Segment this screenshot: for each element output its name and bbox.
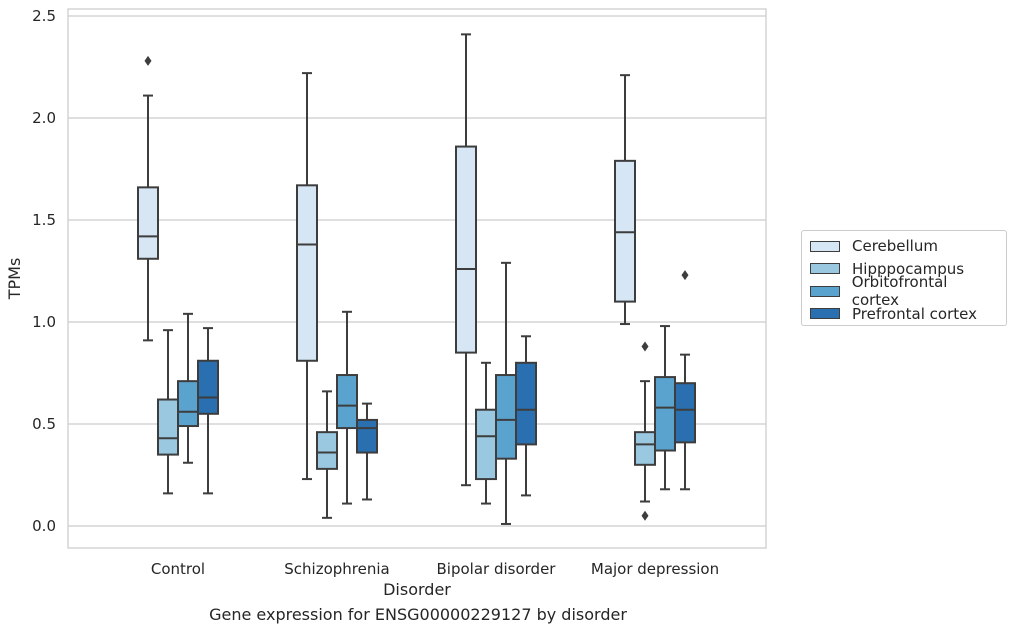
box-layer	[137, 33, 696, 525]
box-iqr	[296, 184, 318, 362]
outlier-point	[641, 510, 649, 521]
box-iqr	[197, 359, 219, 415]
legend-label: Cerebellum	[852, 237, 938, 256]
box-iqr	[475, 408, 497, 481]
legend-swatch	[810, 263, 840, 275]
box-cerebellum	[614, 74, 636, 326]
y-tick-label: 1.5	[32, 211, 56, 229]
box-iqr	[674, 382, 696, 444]
box-iqr	[495, 374, 517, 460]
y-tick-label: 1.0	[32, 313, 56, 331]
box-iqr	[614, 159, 636, 303]
outlier-point	[641, 341, 649, 352]
box-iqr	[316, 431, 338, 470]
x-tick-label: Major depression	[591, 560, 719, 578]
box-cerebellum	[137, 55, 159, 342]
box-iqr	[336, 374, 358, 430]
legend-swatch	[810, 308, 840, 320]
box-prefrontal-cortex	[674, 270, 696, 491]
box-iqr	[654, 376, 676, 452]
box-hipppocampus	[634, 341, 656, 521]
box-prefrontal-cortex	[515, 335, 537, 497]
legend-swatch	[810, 240, 840, 252]
box-iqr	[137, 186, 159, 260]
outlier-point	[681, 270, 689, 281]
box-orbitofrontal-cortex	[495, 261, 517, 525]
x-tick-label: Schizophrenia	[284, 560, 389, 578]
legend-item: Cerebellum	[810, 235, 998, 258]
box-cerebellum	[296, 72, 318, 481]
box-iqr	[515, 361, 537, 446]
x-tick-labels: Control Schizophrenia Bipolar disorder Majo…	[151, 560, 719, 578]
box-iqr	[455, 145, 477, 354]
legend-item: Hipppocampus	[810, 258, 998, 281]
y-axis-label: TPMs	[5, 258, 24, 301]
box-hipppocampus	[475, 361, 497, 505]
legend-label: Orbitofrontal cortex	[851, 273, 948, 310]
y-tick-labels: 0.0 0.5 1.0 1.5 2.0 2.5	[32, 7, 56, 535]
box-iqr	[157, 398, 179, 456]
x-tick-label: Bipolar disorder	[437, 560, 557, 578]
box-prefrontal-cortex	[356, 402, 378, 501]
y-tick-label: 0.0	[32, 517, 56, 535]
legend-swatch	[810, 285, 840, 297]
box-cerebellum	[455, 33, 477, 487]
box-hipppocampus	[316, 390, 338, 519]
box-iqr	[177, 380, 199, 428]
y-tick-label: 2.0	[32, 109, 56, 127]
box-hipppocampus	[157, 329, 179, 495]
box-orbitofrontal-cortex	[654, 325, 676, 491]
x-tick-label: Control	[151, 560, 205, 578]
box-orbitofrontal-cortex	[177, 312, 199, 464]
legend-item: Prefrontal cortex	[810, 303, 998, 326]
y-tick-label: 0.5	[32, 415, 56, 433]
legend-item: Orbitofrontal cortex	[810, 273, 998, 309]
chart-caption: Gene expression for ENSG00000229127 by d…	[209, 605, 627, 624]
box-orbitofrontal-cortex	[336, 310, 358, 505]
plot-frame	[67, 8, 767, 549]
legend-label: Hipppocampus	[852, 259, 965, 278]
x-axis-label: Disorder	[383, 580, 451, 599]
legend: Cerebellum Hipppocampus Orbitofrontal cort…	[801, 230, 1007, 326]
outlier-point	[144, 55, 152, 66]
box-iqr	[634, 431, 656, 466]
legend-label: Prefrontal cortex	[852, 304, 977, 323]
y-tick-label: 2.5	[32, 7, 56, 25]
box-iqr	[356, 418, 378, 454]
box-prefrontal-cortex	[197, 327, 219, 495]
